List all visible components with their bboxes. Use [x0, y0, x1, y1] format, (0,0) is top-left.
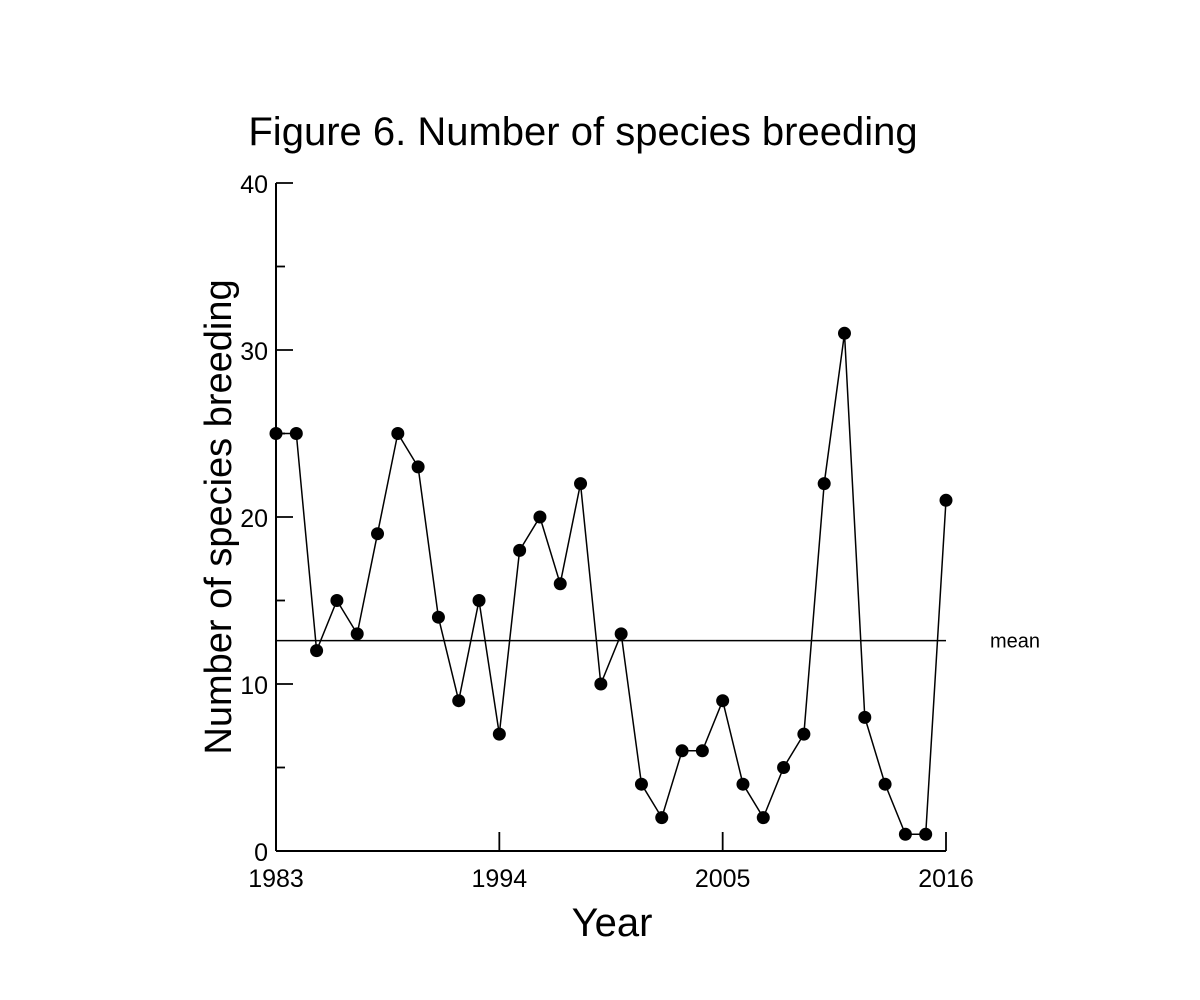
data-point [919, 827, 933, 841]
x-tick-label: 2005 [695, 865, 751, 893]
data-point [411, 460, 425, 474]
data-point [878, 777, 892, 791]
x-tick-label: 1983 [248, 865, 304, 893]
x-tick-label: 2016 [918, 865, 974, 893]
mean-label: mean [990, 631, 1040, 653]
y-tick-label: 40 [240, 171, 268, 199]
y-tick-label: 0 [254, 839, 268, 867]
x-tick-label: 1994 [472, 865, 528, 893]
axis-ticks: 0 10 20 30 40 1983 1994 2005 2016 [240, 171, 974, 893]
data-point [898, 827, 912, 841]
data-point [695, 744, 709, 758]
data-point [574, 477, 588, 491]
data-point [858, 710, 872, 724]
data-point [716, 694, 730, 708]
data-point [310, 644, 324, 658]
data-point [472, 594, 486, 607]
data-point [553, 577, 567, 591]
y-tick-label: 30 [240, 338, 268, 366]
data-point [675, 744, 689, 758]
data-point [350, 627, 364, 641]
data-series [269, 326, 953, 841]
data-point [777, 761, 791, 774]
data-point [452, 694, 466, 708]
data-point [837, 326, 851, 340]
data-point [939, 493, 953, 507]
series-line [276, 333, 947, 836]
y-tick-label: 10 [240, 672, 268, 700]
data-point [614, 627, 628, 641]
data-point [492, 727, 506, 741]
data-point [330, 594, 344, 607]
data-point [756, 811, 770, 825]
data-point [594, 677, 608, 691]
data-point [391, 427, 405, 440]
data-point [533, 510, 547, 524]
x-axis-label: Year [572, 901, 653, 945]
data-point [371, 527, 385, 541]
data-point [817, 477, 831, 491]
chart-annotations: mean [276, 631, 1040, 653]
y-tick-label: 20 [240, 505, 268, 533]
chart-title: Figure 6. Number of species breeding [248, 110, 917, 154]
data-point [269, 427, 283, 440]
data-point [797, 727, 811, 741]
y-axis-label: Number of species breeding [198, 279, 240, 754]
data-point [431, 610, 445, 624]
data-point [289, 427, 303, 440]
data-point [736, 777, 750, 791]
data-point [655, 811, 669, 825]
data-point [513, 543, 527, 557]
data-point [634, 777, 648, 791]
